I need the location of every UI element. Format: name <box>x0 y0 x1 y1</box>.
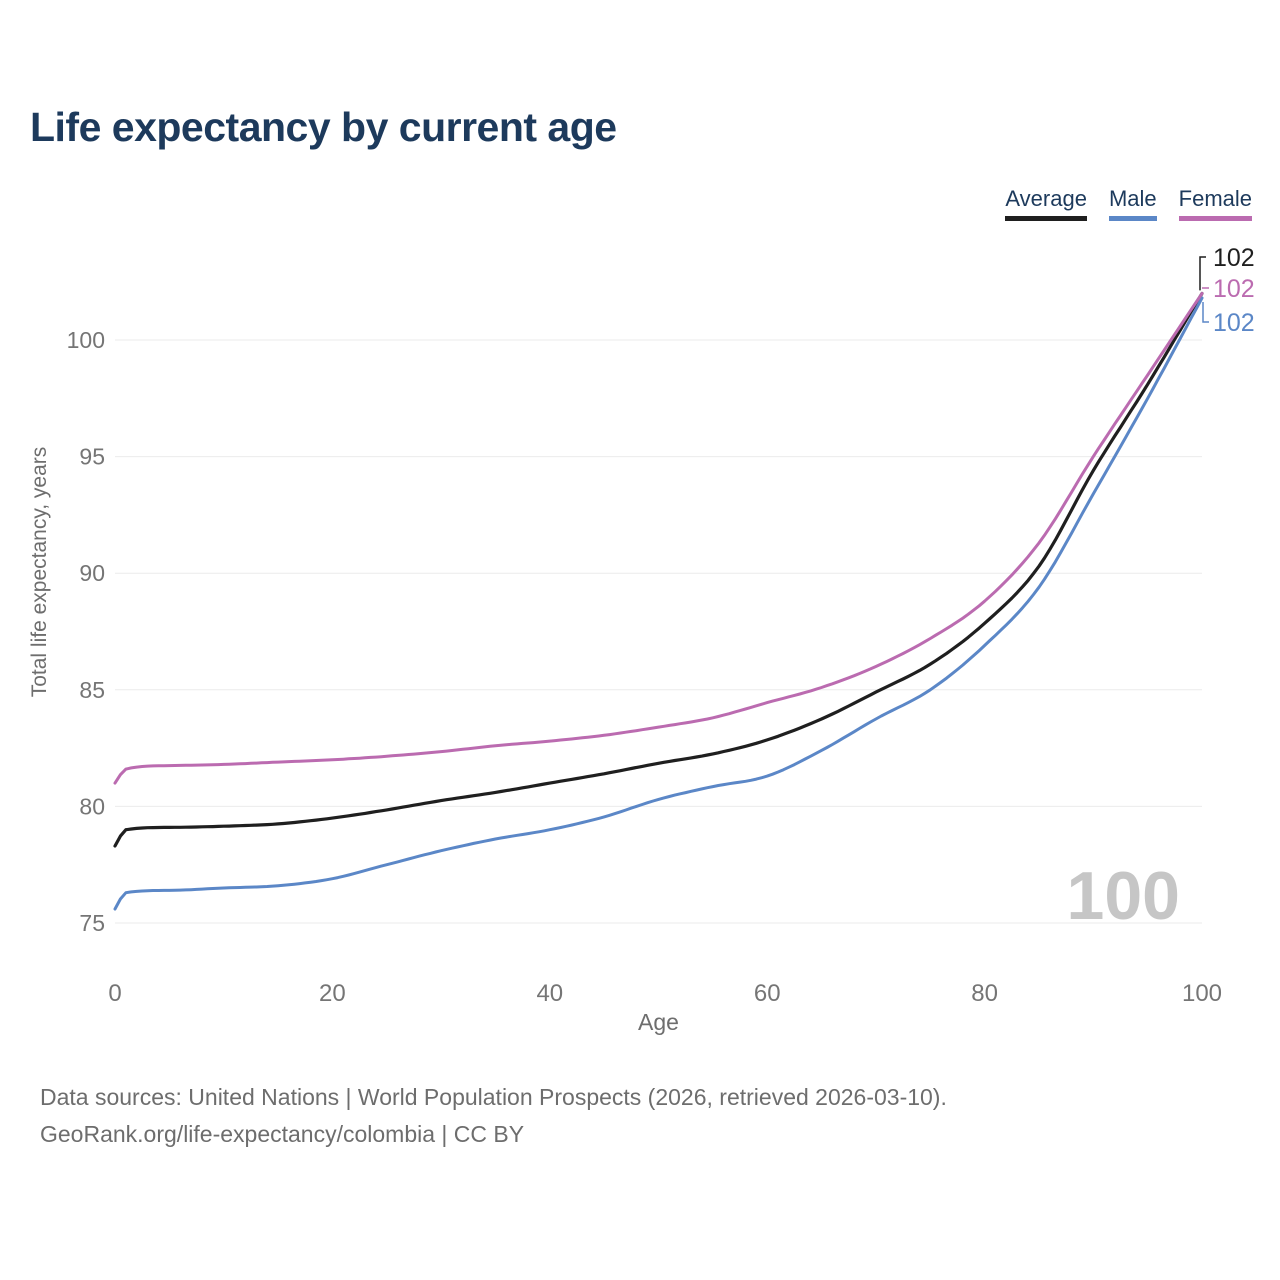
legend-item-female[interactable]: Female <box>1178 186 1252 221</box>
end-label-male: 102 <box>1213 309 1255 337</box>
x-axis-title: Age <box>638 1009 679 1035</box>
series-line-average <box>113 291 1204 848</box>
page-title: Life expectancy by current age <box>30 104 617 150</box>
x-tick-label: 60 <box>754 980 781 1007</box>
y-tick-label: 95 <box>79 444 105 470</box>
x-tick-label: 40 <box>536 980 563 1007</box>
end-label-average: 102 <box>1213 244 1255 272</box>
legend-item-label: Male <box>1108 186 1157 211</box>
x-tick-label: 0 <box>108 980 121 1007</box>
legend-item-label: Average <box>1005 186 1087 211</box>
x-tick-label: 20 <box>319 980 346 1007</box>
y-tick-label: 85 <box>79 677 105 703</box>
hover-age-watermark: 100 <box>1067 858 1180 934</box>
chart-legend: Average Male Female <box>1005 186 1252 221</box>
end-label-female: 102 <box>1213 275 1255 303</box>
attribution-line: GeoRank.org/life-expectancy/colombia | C… <box>40 1121 525 1147</box>
x-tick-label: 100 <box>1182 980 1222 1007</box>
end-label-connector-male <box>1202 302 1209 323</box>
y-tick-label: 75 <box>79 910 105 936</box>
end-label-connector-average <box>1199 256 1206 291</box>
y-tick-label: 80 <box>79 793 105 819</box>
legend-item-male[interactable]: Male <box>1108 186 1157 221</box>
legend-item-label: Female <box>1178 186 1252 211</box>
data-source-line: Data sources: United Nations | World Pop… <box>40 1084 947 1110</box>
chart-footer: Data sources: United Nations | World Pop… <box>40 1079 947 1153</box>
series-line-male <box>113 296 1204 911</box>
legend-item-average[interactable]: Average <box>1005 186 1087 221</box>
y-axis-title: Total life expectancy, years <box>28 447 51 698</box>
plot-area[interactable] <box>115 250 1202 962</box>
x-tick-label: 80 <box>971 980 998 1007</box>
y-tick-label: 90 <box>79 560 105 586</box>
series-line-female <box>113 291 1204 785</box>
y-tick-label: 100 <box>67 327 105 353</box>
